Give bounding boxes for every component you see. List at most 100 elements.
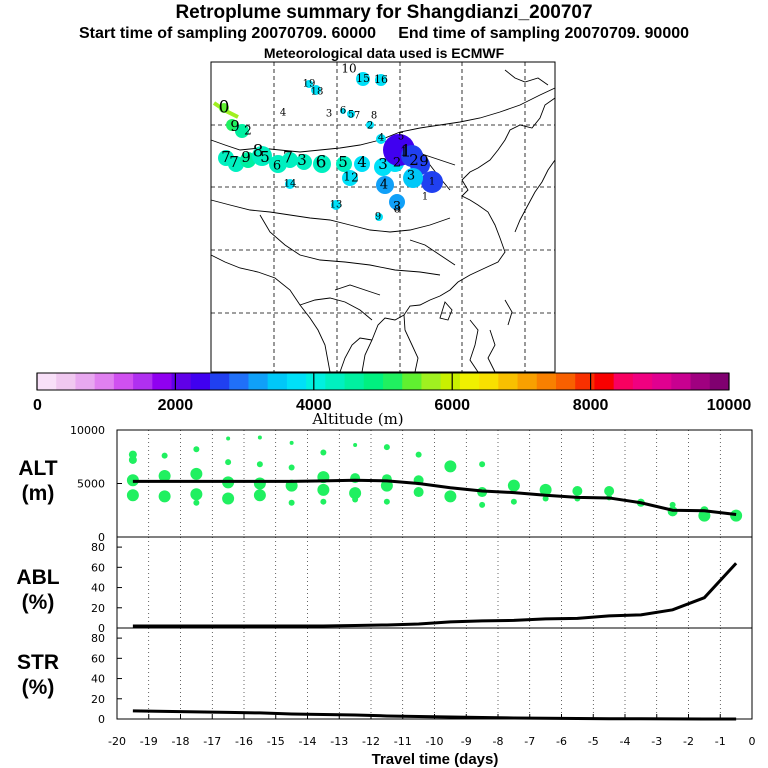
map-day-label: 8 xyxy=(371,111,377,122)
alt-point xyxy=(542,495,549,502)
plume-dot xyxy=(354,156,370,172)
alt-point xyxy=(510,498,517,505)
x-tick-label: -14 xyxy=(299,735,317,748)
map-day-label: 10 xyxy=(341,62,356,76)
x-tick-label: -16 xyxy=(235,735,253,748)
plume-dot xyxy=(331,200,341,210)
colorbar-swatch xyxy=(440,373,461,390)
alt-point xyxy=(126,489,139,502)
str-y-ticks: 80 60 40 20 0 xyxy=(91,632,122,726)
plume-dot xyxy=(285,179,295,189)
colorbar-swatch xyxy=(498,373,519,390)
map-day-label: 2 xyxy=(409,151,419,169)
plume-dot xyxy=(235,124,249,138)
colorbar-swatch xyxy=(325,373,346,390)
colorbar-swatch xyxy=(671,373,692,390)
map-day-label: 1 xyxy=(401,142,412,162)
plume-dot xyxy=(226,119,238,131)
alt-point xyxy=(572,485,583,496)
map-day-label: 6 xyxy=(340,106,346,117)
x-axis-label: Travel time (days) xyxy=(372,751,499,768)
colorbar-swatch xyxy=(402,373,422,390)
map-day-label: 5 xyxy=(348,110,354,121)
map-day-label: 2 xyxy=(244,124,252,138)
abl-ytick-label: 40 xyxy=(91,582,105,595)
alt-point xyxy=(349,487,362,500)
alt-ytick-label: 10000 xyxy=(70,424,105,437)
map-day-label: 4 xyxy=(378,133,384,144)
colorbar-swatch xyxy=(632,373,653,390)
plume-dot xyxy=(282,152,298,168)
x-tick-label: -20 xyxy=(108,735,126,748)
plume-dots xyxy=(212,72,443,221)
plume-dot xyxy=(347,110,355,118)
colorbar-tick-label: 2000 xyxy=(158,397,194,414)
x-tick-label: -18 xyxy=(172,735,190,748)
map-day-label: 1 xyxy=(400,145,408,159)
map-day-label: 5 xyxy=(260,148,270,166)
x-tick-label: 0 xyxy=(749,735,756,748)
colorbar-swatch xyxy=(363,373,384,390)
map-day-label: 2 xyxy=(367,121,373,132)
colorbar-swatch xyxy=(306,373,326,390)
alt-label-2: (m) xyxy=(22,482,55,505)
map-day-label: 2 xyxy=(393,156,401,171)
map-day-label: 4 xyxy=(357,153,367,171)
x-tick-label: -9 xyxy=(461,735,472,748)
x-tick-label: -12 xyxy=(362,735,380,748)
map-day-label: 4 xyxy=(380,178,388,193)
x-tick-label: -8 xyxy=(493,735,504,748)
colorbar-tick-label: 4000 xyxy=(296,397,332,414)
abl-label-2: (%) xyxy=(22,591,55,614)
plume-dot xyxy=(375,74,387,86)
alt-point xyxy=(730,509,743,522)
x-axis-ticks: -20 -19 -18 -17 -16 -15 -14 -13 -12 -11 -10 -9 -8 -7-… xyxy=(108,714,756,748)
plume-dot xyxy=(340,108,346,114)
plume-dot xyxy=(376,134,386,144)
plume-dot xyxy=(219,103,229,113)
alt-point xyxy=(289,440,294,445)
map-day-label: 3 xyxy=(326,109,332,120)
map-day-label: 7 xyxy=(229,153,239,171)
alt-point xyxy=(383,498,390,505)
alt-point xyxy=(226,436,231,441)
alt-point xyxy=(222,492,235,505)
x-tick-label: -6 xyxy=(556,735,567,748)
alt-point xyxy=(539,483,552,496)
colorbar-swatch xyxy=(383,373,403,390)
abl-frame xyxy=(116,536,753,629)
map-day-label: 16 xyxy=(374,73,388,86)
str-ytick-label: 20 xyxy=(91,693,105,706)
alt-point xyxy=(320,449,327,456)
colorbar-swatch xyxy=(536,373,557,390)
map-day-label: 18 xyxy=(311,87,324,98)
plume-dot xyxy=(336,156,352,172)
colorbar-swatch xyxy=(652,373,672,390)
plume-dot xyxy=(342,170,358,186)
x-tick-label: -15 xyxy=(267,735,285,748)
colorbar-swatch xyxy=(556,373,576,390)
colorbar-swatch xyxy=(690,373,711,390)
colorbar-label: Altitude (m) xyxy=(311,410,403,428)
map-day-label: 1 xyxy=(343,170,351,184)
map-day-label: 6 xyxy=(273,159,281,174)
colorbar-swatches xyxy=(37,373,730,390)
chart-subtitle: Start time of sampling 20070709. 60000 E… xyxy=(78,25,690,42)
x-tick-label: -5 xyxy=(588,735,599,748)
alt-point xyxy=(193,446,200,453)
colorbar-swatch xyxy=(517,373,538,390)
str-label-1: STR xyxy=(17,651,59,674)
alt-point xyxy=(158,490,171,503)
colorbar-tick-label: 8000 xyxy=(573,397,609,414)
str-label-2: (%) xyxy=(22,676,55,699)
colorbar-swatch xyxy=(37,373,57,390)
alt-ytick-label: 0 xyxy=(98,531,105,544)
alt-point xyxy=(256,461,263,468)
alt-y-ticks: 10000 5000 0 xyxy=(70,424,122,544)
x-tick-label: -4 xyxy=(620,735,631,748)
str-ytick-label: 60 xyxy=(91,652,105,665)
map-day-label: 2 xyxy=(351,171,359,185)
str-gridlines xyxy=(148,628,721,719)
map-day-label: 5 xyxy=(398,132,404,143)
